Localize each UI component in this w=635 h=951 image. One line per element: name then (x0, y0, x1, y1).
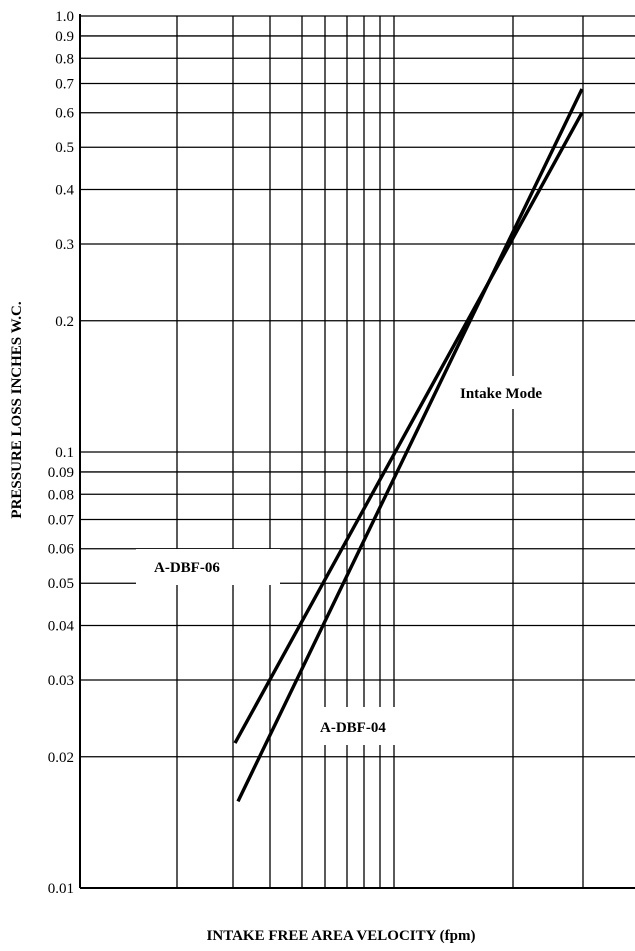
y-tick-label: 0.08 (48, 487, 74, 503)
y-tick-label: 0.01 (48, 881, 74, 897)
y-tick-label: 0.06 (48, 542, 75, 558)
x-axis-label: INTAKE FREE AREA VELOCITY (fpm) (207, 928, 476, 944)
y-tick-labels: 1.0 0.9 0.8 0.7 0.6 0.5 0.4 0.3 0.2 0.1 0.09 0.08 0.… (48, 9, 75, 897)
y-tick-label: 0.09 (48, 465, 74, 481)
y-tick-label: 0.05 (48, 576, 74, 592)
series-line-a-dbf-06 (233, 111, 584, 744)
label-mask-intake-mode (452, 376, 582, 409)
series-lines (233, 88, 584, 803)
y-tick-label: 0.3 (55, 237, 74, 253)
horizontal-gridlines (80, 15, 635, 758)
y-tick-label: 0.8 (55, 51, 74, 67)
y-axis-label: PRESSURE LOSS INCHES W.C. (9, 301, 25, 518)
label-mask-a-dbf-06 (136, 549, 280, 585)
y-tick-label: 0.9 (55, 29, 74, 45)
y-tick-label: 0.7 (55, 77, 74, 93)
series-line-a-dbf-04 (236, 88, 584, 803)
y-tick-label: 0.6 (55, 106, 74, 122)
y-tick-label: 1.0 (55, 9, 74, 25)
label-mask-a-dbf-04 (308, 707, 428, 745)
y-tick-label: 0.5 (55, 140, 74, 156)
y-tick-label: 0.07 (48, 513, 75, 529)
y-tick-label: 0.04 (48, 619, 75, 635)
y-tick-label: 0.2 (55, 314, 74, 330)
y-tick-label: 0.1 (55, 445, 74, 461)
y-tick-label: 0.02 (48, 750, 74, 766)
y-tick-label: 0.4 (55, 183, 74, 199)
annotation-intake-mode: Intake Mode (460, 386, 542, 402)
annotation-a-dbf-04: A-DBF-04 (320, 720, 386, 736)
y-tick-label: 0.03 (48, 673, 74, 689)
annotation-a-dbf-06: A-DBF-06 (154, 560, 220, 576)
